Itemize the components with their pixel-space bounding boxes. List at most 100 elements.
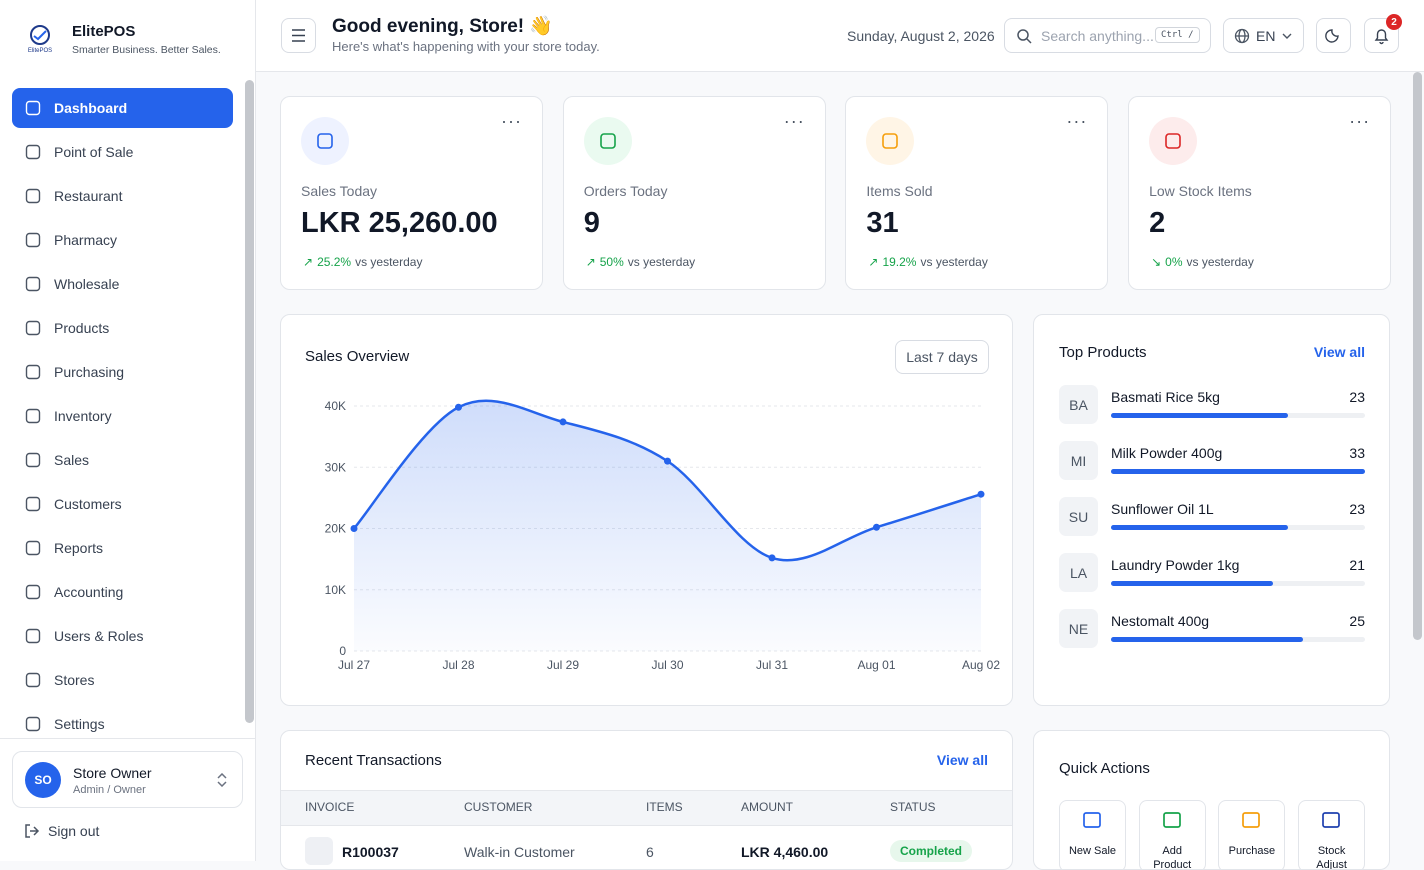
icon-shape — [1083, 812, 1101, 828]
nav-item[interactable]: Settings — [12, 704, 233, 744]
shortcut: Ctrl / — [1155, 27, 1200, 43]
nav-label: Users & Roles — [54, 628, 144, 644]
nav-item[interactable]: Pharmacy — [12, 220, 233, 260]
product-initials: LA — [1059, 553, 1098, 592]
nav-item[interactable]: Sales — [12, 440, 233, 480]
subtitle: Here's what's happening with your store … — [332, 39, 600, 54]
cell: Walk-in Customer — [464, 844, 575, 860]
nav-label: Customers — [54, 496, 122, 512]
product-initials: NE — [1059, 609, 1098, 648]
x-tick-label: Jul 29 — [547, 658, 579, 672]
nav-item[interactable]: Dashboard — [12, 88, 233, 128]
language[interactable]: EN — [1223, 18, 1304, 53]
theme-toggle[interactable] — [1316, 18, 1351, 53]
stat-label: Orders Today — [583, 183, 668, 199]
point — [768, 554, 776, 562]
stat-value: 9 — [583, 207, 600, 239]
cell: Completed — [890, 840, 973, 862]
nav-item[interactable]: Customers — [12, 484, 233, 524]
nav-icon — [25, 452, 41, 468]
nav-item[interactable]: Inventory — [12, 396, 233, 436]
nav-label: Restaurant — [54, 188, 123, 204]
nav-item[interactable]: Restaurant — [12, 176, 233, 216]
view-all[interactable]: View all — [1313, 344, 1365, 360]
stat-card: ··· Low Stock Items 2 ↘ 0% vs yesterday — [1128, 96, 1392, 290]
nav-icon — [25, 276, 41, 292]
arrow: ↘ — [1151, 255, 1162, 269]
product-name: Sunflower Oil 1L — [1111, 501, 1214, 517]
more-button: ··· — [1349, 111, 1371, 131]
nav-item[interactable]: Wholesale — [12, 264, 233, 304]
header: Good evening, Store! 👋 Here's what's hap… — [256, 0, 1424, 72]
stat-icon — [301, 117, 349, 165]
action-label: Add Product — [1153, 845, 1192, 870]
nav-label: Dashboard — [54, 100, 128, 116]
icon-shape — [25, 452, 41, 468]
icon-shape — [25, 100, 41, 116]
stat-icon — [866, 117, 915, 165]
quick-action[interactable]: Stock Adjust — [1298, 800, 1366, 869]
stat-label: Sales Today — [301, 183, 378, 199]
icon-shape — [1165, 133, 1181, 149]
cell: LKR 4,460.00 — [741, 844, 829, 860]
icon-shape — [1322, 812, 1340, 828]
icon — [1165, 133, 1181, 149]
product-qty: 23 — [1349, 501, 1365, 517]
nav-label: Point of Sale — [54, 144, 134, 160]
y-tick-label: 20K — [325, 522, 346, 536]
point — [664, 457, 671, 465]
nav-item[interactable]: Products — [12, 308, 233, 348]
cell: R100037 — [342, 844, 399, 860]
stat-change: ↘ 0% vs yesterday — [1151, 255, 1254, 269]
stat-icon — [583, 117, 632, 165]
search[interactable]: Search anything... Ctrl / — [1004, 18, 1211, 53]
icon-shape — [317, 133, 333, 149]
bar — [1111, 525, 1289, 530]
point — [977, 490, 985, 498]
nav-icon — [25, 628, 41, 644]
nav-icon — [25, 144, 41, 160]
logo-text: ElitePOS — [28, 48, 52, 54]
chevron — [217, 773, 227, 787]
product-name: Basmati Rice 5kg — [1111, 389, 1220, 405]
nav-item[interactable]: Point of Sale — [12, 132, 233, 172]
transactions-title: Recent Transactions — [305, 752, 442, 769]
transactions-card: Recent Transactions View all INVOICE CUST… — [280, 730, 1013, 870]
point — [559, 418, 567, 426]
quick-actions-title: Quick Actions — [1059, 760, 1150, 777]
stat-value: LKR 25,260.00 — [301, 207, 498, 239]
nav-item[interactable]: Stores — [12, 660, 233, 700]
point — [455, 403, 462, 411]
stat-value: 31 — [866, 207, 899, 239]
scrollbar — [245, 80, 254, 723]
menu-button[interactable] — [281, 18, 316, 53]
nav-label: Stores — [54, 672, 95, 688]
icon-shape — [25, 496, 41, 512]
change-note: vs yesterday — [920, 255, 988, 269]
nav-label: Products — [54, 320, 110, 336]
nav-item[interactable]: Purchasing — [12, 352, 233, 392]
user-card[interactable]: SO Store Owner Admin / Owner — [12, 751, 243, 808]
range-button[interactable]: Last 7 days — [895, 340, 989, 374]
quick-action[interactable]: New Sale — [1059, 800, 1126, 869]
product-qty: 23 — [1349, 389, 1365, 405]
arrow: ↗ — [585, 255, 596, 269]
bar — [1111, 413, 1289, 418]
view-all[interactable]: View all — [936, 752, 988, 768]
nav-item[interactable]: Accounting — [12, 572, 233, 612]
quick-action[interactable]: Purchase — [1218, 800, 1286, 869]
nav-label: Settings — [54, 716, 105, 732]
point — [873, 523, 880, 531]
y-tick-label: 0 — [339, 644, 346, 658]
quick-action[interactable]: Add Product — [1138, 800, 1206, 870]
sidebar: ElitePOS ElitePOS Smarter Business. Bett… — [0, 0, 256, 861]
nav-item[interactable]: Users & Roles — [12, 616, 233, 656]
x-tick-label: Aug 01 — [857, 658, 895, 672]
change-value: 19.2% — [882, 255, 917, 269]
product-qty: 33 — [1349, 445, 1365, 461]
sign-out[interactable]: Sign out — [48, 823, 100, 839]
nav-item[interactable]: Reports — [12, 528, 233, 568]
action-label: Purchase — [1228, 845, 1276, 857]
nav-label: Wholesale — [54, 276, 120, 292]
